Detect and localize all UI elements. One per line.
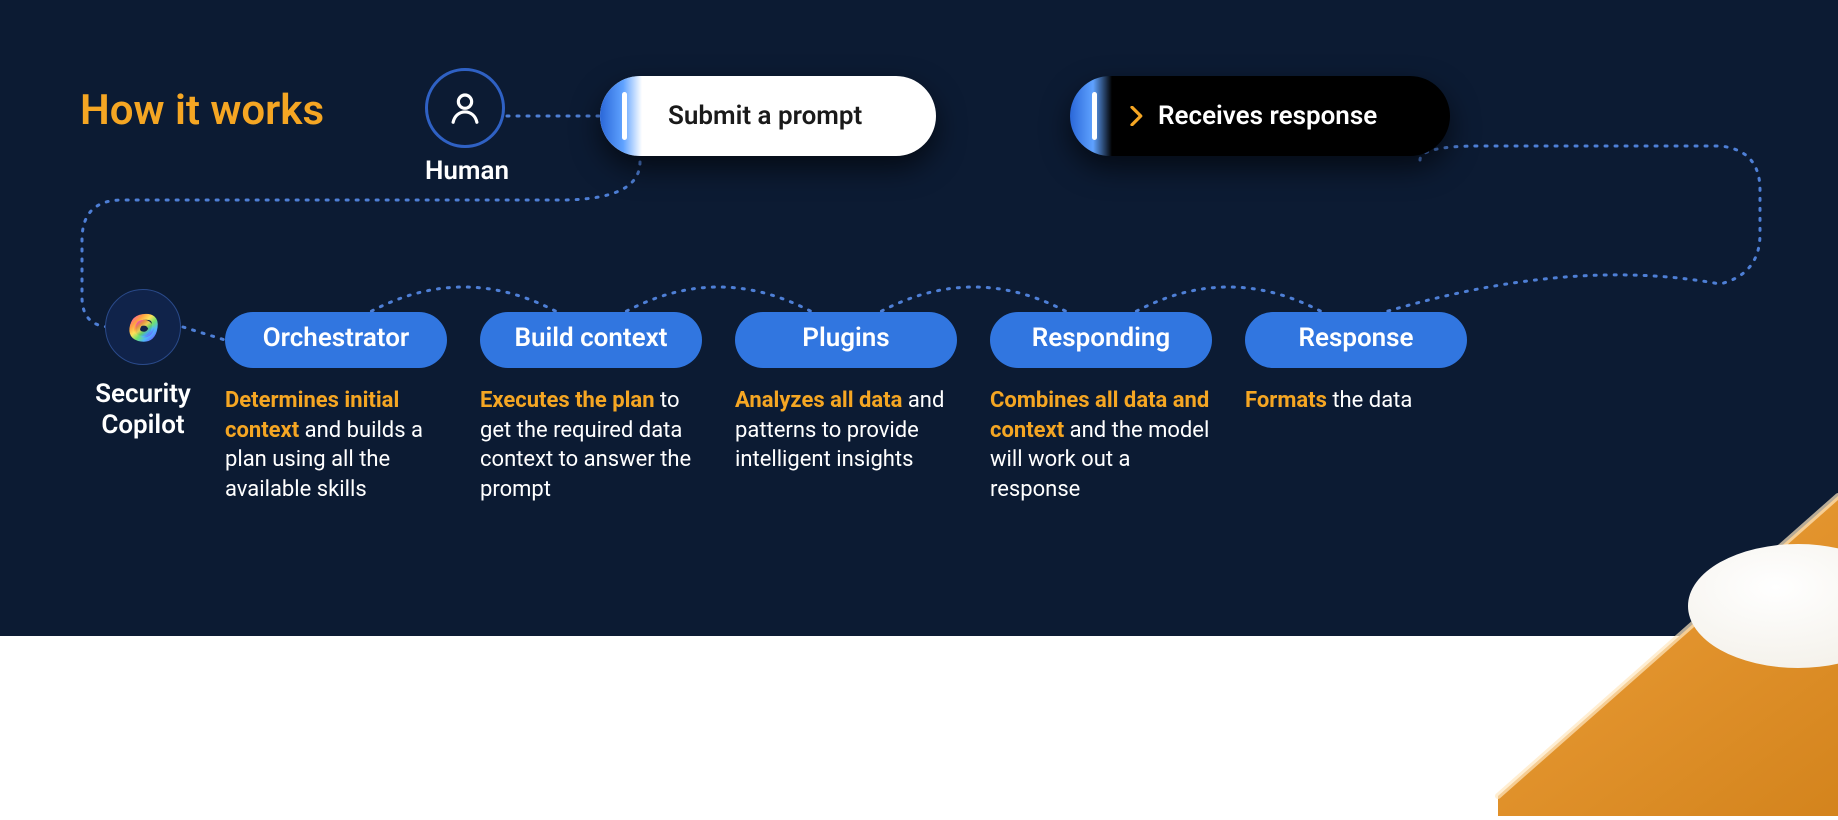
copilot-label: SecurityCopilot <box>73 379 213 441</box>
step-orchestrator-desc: Determines initial context and builds a … <box>225 386 455 505</box>
receives-response-pill: Receives response <box>1070 76 1450 156</box>
step-responding-desc: Combines all data and context and the mo… <box>990 386 1222 505</box>
step-orchestrator: Orchestrator Determines initial context a… <box>225 312 455 505</box>
receives-response-pill-label: Receives response <box>1158 101 1377 131</box>
step-build-context-desc: Executes the plan to get the required da… <box>480 386 712 505</box>
step-plugins: Plugins Analyzes all data and patterns to… <box>735 312 957 475</box>
step-orchestrator-pill: Orchestrator <box>225 312 447 368</box>
step-build-context-desc-seg-0: Executes the plan <box>480 388 655 413</box>
step-build-context-pill: Build context <box>480 312 702 368</box>
step-plugins-desc-seg-0: Analyzes all data <box>735 388 902 413</box>
decorative-corner <box>1438 436 1838 816</box>
copilot-block: SecurityCopilot <box>73 289 213 441</box>
step-responding-pill: Responding <box>990 312 1212 368</box>
pill-accent-bar <box>1070 76 1112 156</box>
step-build-context: Build context Executes the plan to get th… <box>480 312 712 505</box>
pill-accent-line <box>1092 92 1097 140</box>
copilot-label-line2: Copilot <box>73 410 213 441</box>
person-icon <box>425 68 505 148</box>
step-responding: Responding Combines all data and context … <box>990 312 1222 505</box>
step-response-desc-seg-0: Formats <box>1245 388 1327 413</box>
step-plugins-pill: Plugins <box>735 312 957 368</box>
human-block: Human <box>425 68 505 186</box>
submit-prompt-pill-label: Submit a prompt <box>668 101 862 131</box>
step-response-desc-seg-1: the data <box>1327 388 1412 413</box>
copilot-icon <box>105 289 181 365</box>
page-title: How it works <box>80 86 324 135</box>
pill-accent-bar <box>600 76 642 156</box>
submit-prompt-pill: Submit a prompt <box>600 76 936 156</box>
step-plugins-desc: Analyzes all data and patterns to provid… <box>735 386 955 475</box>
diagram-stage: How it works Human Submit a prompt Receives… <box>0 0 1838 636</box>
human-label: Human <box>425 156 505 186</box>
copilot-label-line1: Security <box>73 379 213 410</box>
step-response-pill: Response <box>1245 312 1467 368</box>
step-response-desc: Formats the data <box>1245 386 1465 416</box>
step-response: Response Formats the data <box>1245 312 1467 416</box>
chevron-right-icon <box>1130 106 1144 126</box>
pill-accent-line <box>622 92 627 140</box>
